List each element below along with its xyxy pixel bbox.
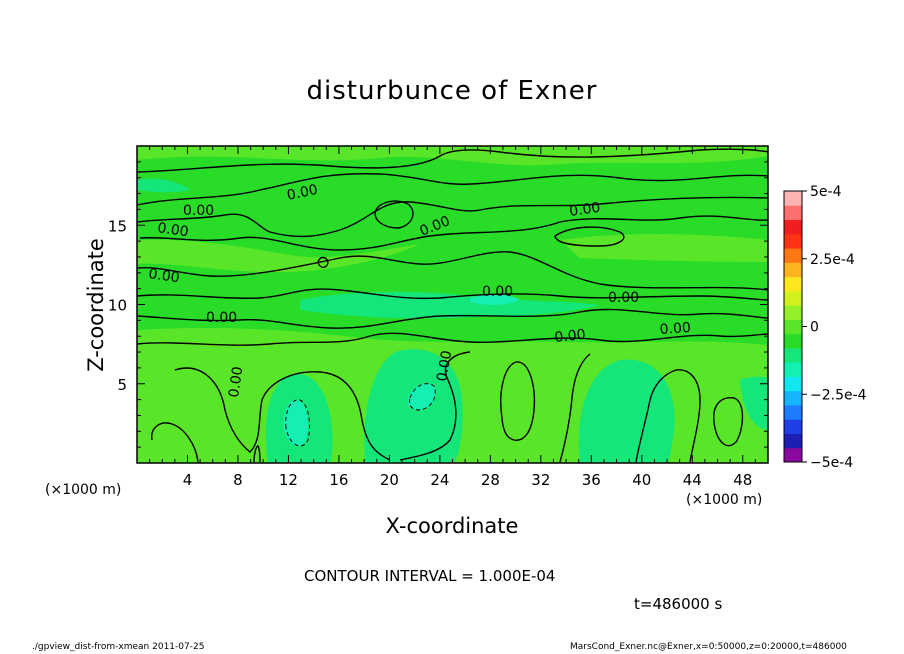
colorbar-segment — [784, 233, 802, 249]
contour-label: 0.00 — [659, 320, 691, 338]
x-axis-label-text: X-coordinate — [385, 514, 519, 538]
x-unit-left: (×1000 m) — [45, 482, 122, 498]
colorbar-segment — [784, 419, 802, 434]
colorbar-label: 5e-4 — [810, 184, 842, 200]
field-patch-cooler — [283, 399, 308, 446]
colorbar-segment — [784, 362, 802, 377]
colorbar-label: 2.5e-4 — [810, 252, 855, 268]
contour-label: 0.00 — [183, 203, 214, 219]
colorbar-segment — [784, 248, 802, 263]
x-tick-label: 20 — [380, 471, 399, 489]
contour-label: 0.00 — [226, 365, 246, 398]
x-tick-label: 32 — [531, 471, 550, 489]
footer-left: ./gpview_dist-from-xmean 2011-07-25 — [32, 642, 205, 652]
contour-line — [317, 256, 329, 268]
field-patch-cooler — [470, 294, 520, 305]
field-patch-light — [137, 239, 420, 273]
colorbar-segment — [784, 376, 802, 392]
contour-line — [137, 308, 768, 329]
contour-line — [559, 353, 591, 463]
contour-label: 0.00 — [286, 182, 320, 204]
field-patch-light — [560, 234, 768, 262]
colorbar-segment — [784, 333, 802, 349]
contour-label: 0.00 — [156, 220, 189, 240]
footer-right: MarsCond_Exner.nc@Exner,x=0:50000,z=0:20… — [570, 642, 847, 652]
contour-label: 0.00 — [482, 284, 513, 300]
contour-line — [137, 173, 768, 206]
chart-title: disturbunce of Exner — [306, 76, 598, 106]
field-patch-cool — [578, 359, 675, 463]
colorbar-segment — [784, 305, 802, 320]
x-tick-label: 44 — [683, 471, 702, 489]
x-tick-label: 48 — [733, 471, 752, 489]
x-tick-label: 4 — [183, 471, 193, 489]
x-tick-label: 8 — [233, 471, 243, 489]
contour-line — [409, 383, 436, 411]
colorbar-segment — [784, 290, 802, 306]
contour-line — [554, 226, 625, 247]
contour-line — [139, 215, 768, 251]
x-tick-label: 24 — [430, 471, 449, 489]
colorbar-segment — [784, 433, 802, 449]
x-tick-label: 40 — [632, 471, 651, 489]
colorbar-label: 0 — [810, 320, 819, 336]
contour-line — [500, 361, 536, 441]
time-label: t=486000 s — [634, 595, 723, 613]
contour-line — [635, 369, 701, 463]
contour-line — [137, 148, 768, 173]
contour-lines — [137, 148, 768, 463]
colorbar-label: −5e-4 — [810, 455, 853, 471]
contour-interval: CONTOUR INTERVAL = 1.000E-04 — [304, 567, 556, 585]
contour-line — [151, 422, 199, 463]
contour-line — [174, 367, 391, 461]
field-patch-cool — [137, 178, 190, 193]
x-tick-label: 12 — [279, 471, 298, 489]
contour-line — [285, 399, 311, 447]
colorbar-segment — [784, 390, 802, 406]
contour-line — [137, 251, 768, 291]
colorbar-segment — [784, 447, 802, 463]
colorbar-segment — [784, 205, 802, 221]
contour-line — [374, 200, 414, 229]
contour-line — [137, 332, 768, 346]
x-tick-label: 36 — [582, 471, 601, 489]
contour-label: 0.00 — [147, 266, 180, 286]
colorbar-segment — [784, 347, 802, 363]
x-tick-label: 16 — [329, 471, 348, 489]
colorbar-segment — [784, 262, 802, 278]
heatmap-field — [137, 146, 768, 463]
contour-label: 0.00 — [434, 349, 455, 382]
colorbar-segment — [784, 404, 802, 420]
y-tick-label: 15 — [108, 217, 127, 235]
colorbar-label: −2.5e-4 — [810, 387, 867, 403]
field-patch-cool — [300, 291, 600, 319]
contour-label: 0.00 — [554, 327, 587, 346]
x-unit-right: (×1000 m) — [686, 492, 763, 508]
colorbar-segment — [784, 276, 802, 292]
contour-label: 0.00 — [608, 290, 639, 306]
x-axis-label: X-coordinate — [0, 514, 904, 538]
contour-label: 0.00 — [206, 310, 237, 326]
y-tick-label: 10 — [108, 297, 127, 315]
field-patch-light — [137, 146, 768, 166]
colorbar-segment — [784, 191, 802, 206]
colorbar-segment — [784, 219, 802, 235]
field-patch-cool — [740, 376, 768, 430]
contour-line — [713, 397, 744, 447]
x-tick-label: 28 — [481, 471, 500, 489]
colorbar: 5e-4 2.5e-4 0 −2.5e-4 −5e-4 — [783, 184, 867, 471]
contour-line — [137, 196, 768, 238]
contour-line — [137, 288, 768, 301]
y-tick-label: 5 — [117, 376, 127, 394]
contour-line — [399, 351, 471, 461]
colorbar-segment — [784, 319, 802, 335]
contour-line — [253, 445, 261, 463]
contour-label: 0.00 — [568, 200, 601, 220]
